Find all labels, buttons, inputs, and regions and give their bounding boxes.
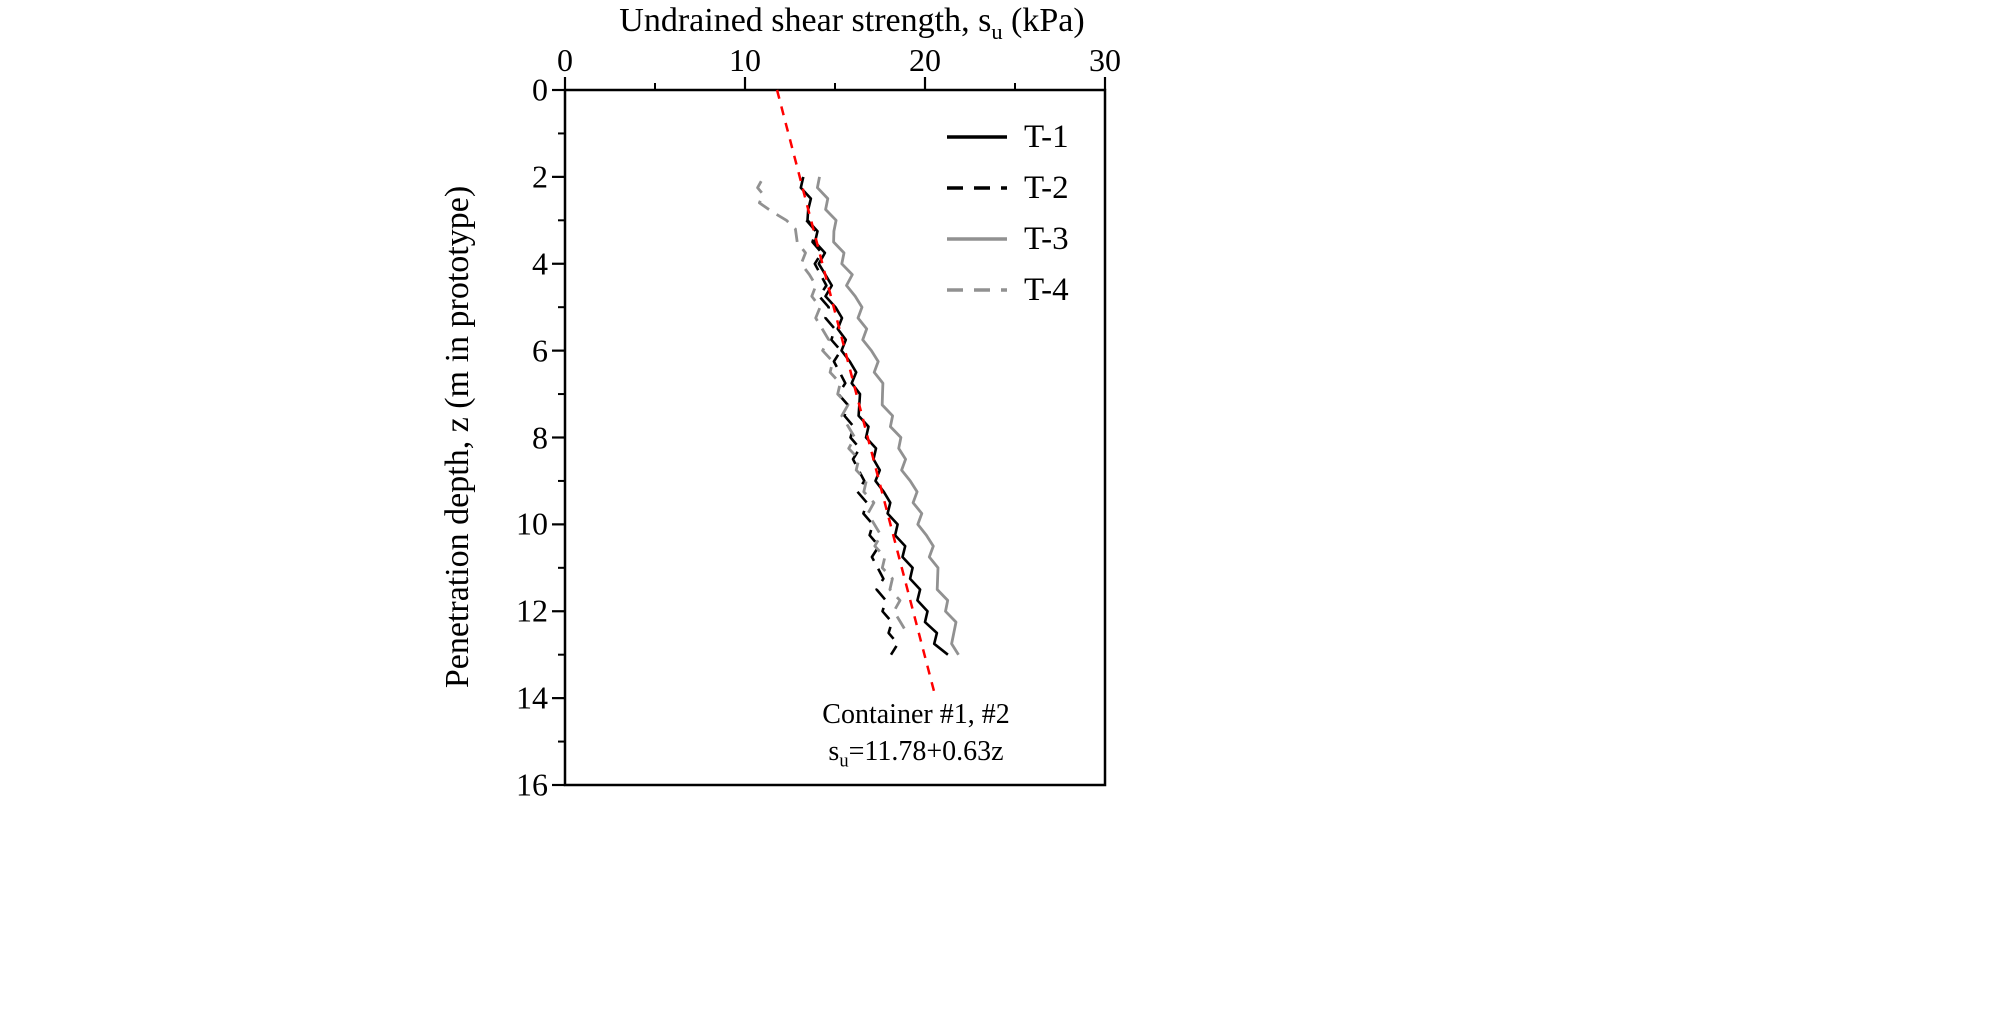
x-axis-title-pre: Undrained shear strength, s (619, 2, 992, 39)
x-axis-title-sub: u (991, 18, 1003, 44)
legend-item-t3: T-3 (946, 218, 1069, 260)
legend-label-t2: T-2 (1024, 169, 1069, 206)
series-line-T-3 (816, 176, 960, 656)
y-tick-label: 10 (516, 505, 548, 542)
trend-annotation: Container #1, #2 su=11.78+0.63z (822, 696, 1009, 780)
y-tick-label: 4 (532, 245, 548, 282)
y-tick-label: 0 (532, 71, 548, 108)
legend-item-t2: T-2 (946, 167, 1069, 209)
legend-line-sample-t3 (947, 237, 1007, 241)
x-tick-label: 10 (729, 42, 761, 78)
x-tick-label: 30 (1089, 42, 1121, 78)
x-axis-title: Undrained shear strength, su (kPa) (619, 2, 1084, 45)
legend-line-sample-t1 (947, 135, 1007, 139)
y-tick-label: 6 (532, 332, 548, 369)
y-tick-label: 14 (516, 679, 548, 716)
y-tick-label: 2 (532, 158, 548, 195)
annotation-container-label: Container #1, #2 (822, 699, 1010, 730)
annotation-equation: su=11.78+0.63z (828, 736, 1004, 771)
y-tick-label: 16 (516, 766, 548, 803)
legend-label-t3: T-3 (1024, 220, 1069, 257)
legend-line-sample-t2 (947, 186, 1007, 190)
legend-item-t4: T-4 (946, 269, 1069, 311)
legend-item-t1: T-1 (946, 116, 1069, 158)
x-axis-title-post: (kPa) (1002, 2, 1085, 39)
series-line-T-1 (799, 176, 949, 656)
x-tick-label: 20 (909, 42, 941, 78)
legend-label-t1: T-1 (1024, 118, 1069, 155)
legend-label-t4: T-4 (1024, 271, 1069, 308)
y-tick-label: 12 (516, 592, 548, 629)
series-line-T-2 (805, 219, 900, 656)
x-tick-label: 0 (557, 42, 573, 78)
y-tick-label: 8 (532, 419, 548, 455)
legend-line-sample-t4 (947, 288, 1007, 292)
trend-line (775, 89, 938, 699)
